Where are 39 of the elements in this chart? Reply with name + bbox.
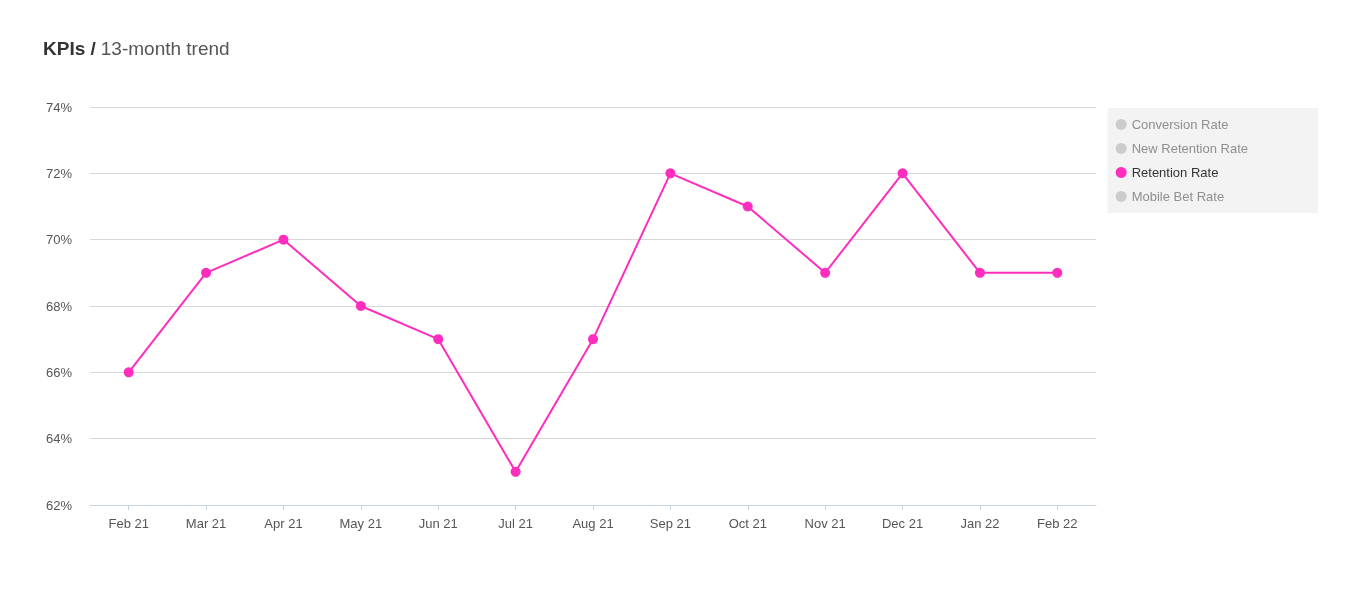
x-tick-label: Mar 21: [185, 516, 227, 531]
x-tick-label: Feb 22: [1037, 516, 1078, 531]
y-tick-label: 68%: [45, 298, 73, 314]
y-tick-label: 62%: [45, 497, 73, 513]
x-tick-label: Dec 21: [881, 516, 924, 531]
point: [820, 267, 831, 278]
legend-label: New Retention Rate: [1131, 141, 1248, 156]
x-tick-label: Apr 21: [264, 516, 303, 531]
point: [510, 466, 521, 477]
x-tick-label: Sep 21: [649, 516, 691, 531]
point: [665, 168, 676, 179]
legend-label: Conversion Rate: [1131, 117, 1229, 132]
chart-subtitle: 13-month trend: [100, 38, 230, 59]
x-tick-label: Jan 22: [960, 516, 1000, 531]
point: [588, 334, 598, 345]
point: [974, 267, 985, 278]
point: [201, 267, 212, 278]
legend-label: Mobile Bet Rate: [1131, 189, 1225, 204]
legend-label: Retention Rate: [1131, 165, 1219, 180]
point: [742, 201, 753, 212]
y-tick-label: 74%: [45, 99, 73, 115]
y-tick-label: 72%: [45, 165, 73, 181]
point: [897, 168, 908, 179]
x-tick-label: Jun 21: [418, 516, 458, 531]
point: [278, 234, 289, 245]
y-tick-label: 64%: [45, 431, 73, 447]
x-tick-label: Aug 21: [572, 516, 614, 531]
x-tick-label: Oct 21: [728, 516, 767, 531]
x-tick-label: Jul 21: [498, 516, 533, 531]
y-tick-label: 66%: [45, 364, 73, 380]
x-tick-label: Nov 21: [804, 516, 846, 531]
chart-title: KPIs /: [43, 38, 97, 59]
point: [123, 367, 134, 378]
x-tick-label: Feb 21: [108, 516, 149, 531]
x-tick-label: May 21: [339, 516, 383, 531]
point: [1052, 267, 1063, 278]
point: [433, 334, 444, 345]
point: [355, 301, 366, 311]
y-tick-label: 70%: [45, 232, 73, 248]
